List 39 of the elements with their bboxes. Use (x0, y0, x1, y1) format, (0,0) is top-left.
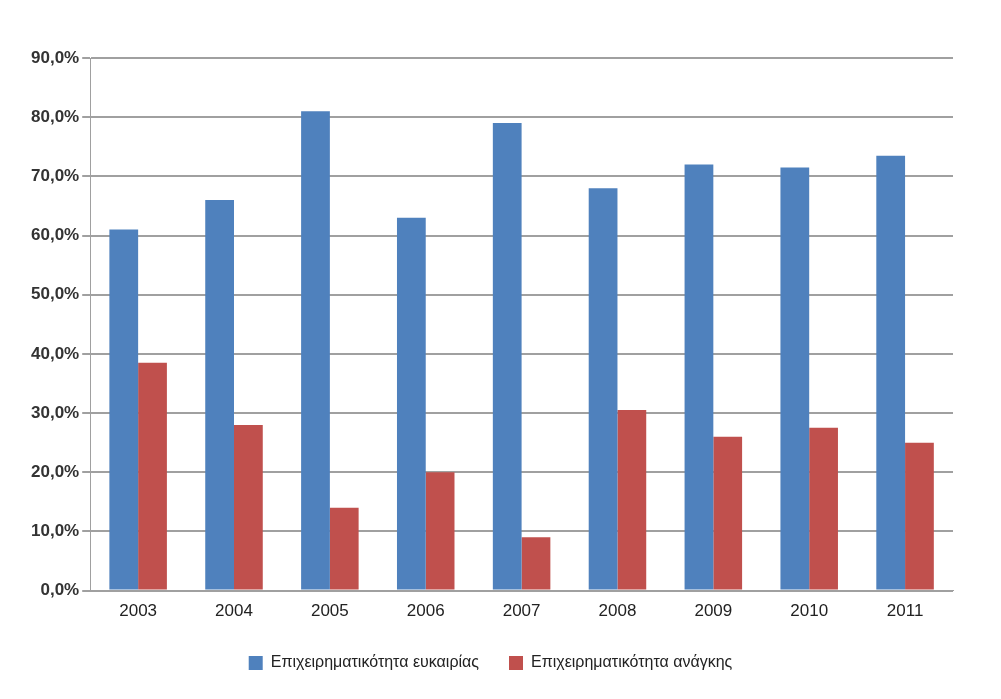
y-tick-label: 90,0% (31, 47, 80, 67)
bar (396, 217, 426, 590)
legend-label: Επιχειρηματικότητα ανάγκης (531, 653, 733, 671)
y-tick-label: 10,0% (31, 521, 80, 541)
bar (425, 472, 455, 590)
y-tick-label: 20,0% (31, 461, 80, 481)
y-tick-label: 0,0% (40, 580, 80, 600)
bar (588, 188, 618, 590)
x-tick-label: 2010 (790, 601, 829, 621)
x-tick-label: 2009 (694, 601, 733, 621)
bar (329, 507, 359, 590)
x-tick-label: 2007 (502, 601, 541, 621)
y-tick-label: 70,0% (31, 166, 80, 186)
bar (521, 537, 551, 590)
x-tick-label: 2011 (886, 601, 924, 621)
bar (713, 436, 743, 590)
x-tick-label: 2004 (215, 601, 253, 621)
x-tick-label: 2005 (310, 601, 349, 621)
bar (234, 424, 263, 590)
y-tick-label: 50,0% (31, 284, 80, 304)
bar (205, 200, 234, 590)
bar (617, 410, 647, 590)
y-tick-label: 40,0% (31, 343, 80, 363)
y-tick-label: 30,0% (31, 402, 80, 422)
bar (492, 123, 522, 590)
y-tick-label: 60,0% (31, 225, 80, 245)
bar (301, 111, 330, 590)
bar (109, 229, 139, 590)
x-tick-label: 2006 (406, 601, 445, 621)
bar (780, 167, 810, 590)
x-tick-label: 2008 (598, 601, 637, 621)
bar (138, 362, 167, 590)
legend-label: Επιχειρηματικότητα ευκαιρίας (270, 653, 480, 671)
y-tick-label: 80,0% (31, 106, 80, 126)
bar (684, 164, 714, 590)
x-tick-label: 2003 (119, 601, 158, 621)
bar (809, 427, 838, 590)
bar (905, 442, 934, 590)
bar (876, 155, 906, 590)
